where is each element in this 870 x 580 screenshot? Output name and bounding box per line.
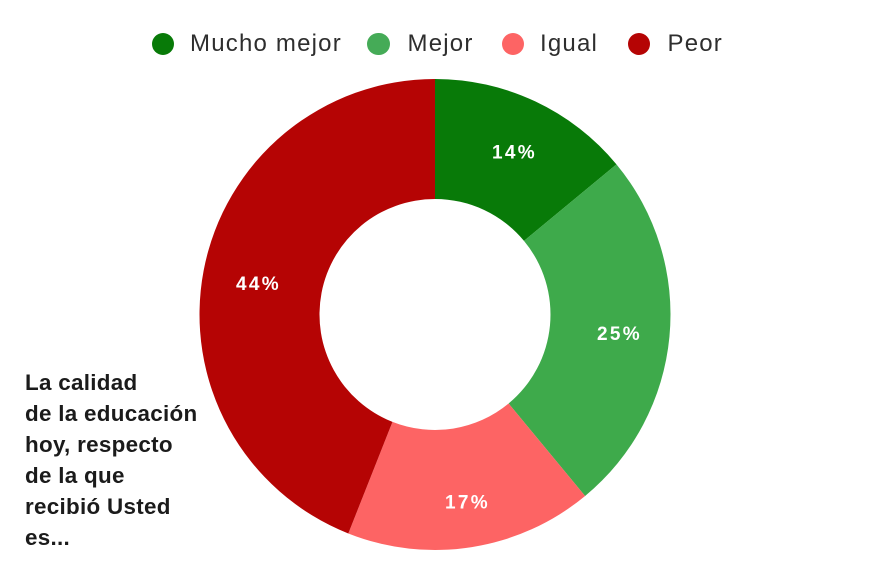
svg-text:44%: 44% [236,274,281,295]
svg-text:14%: 14% [492,143,537,164]
svg-text:25%: 25% [597,324,642,345]
svg-text:17%: 17% [445,493,490,514]
